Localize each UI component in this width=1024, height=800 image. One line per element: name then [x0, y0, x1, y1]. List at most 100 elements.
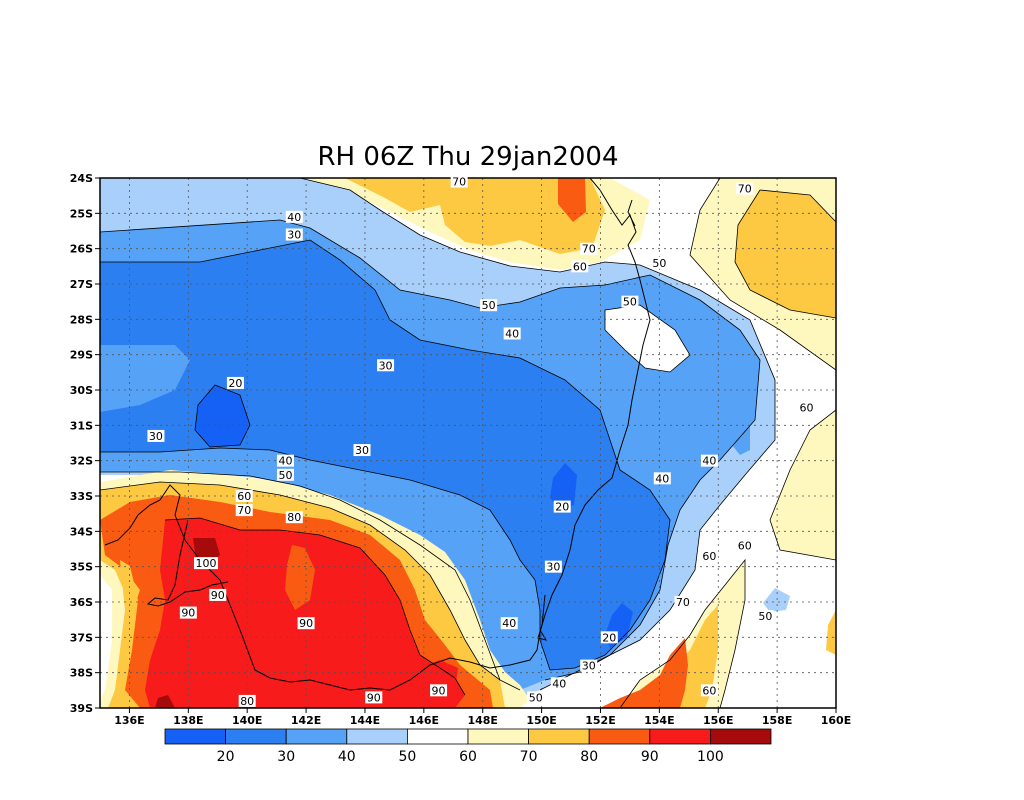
colorbar-label: 60: [459, 749, 477, 765]
lat-tick-label: 24S: [70, 172, 93, 185]
coastline: [146, 519, 229, 607]
colorbar-swatch: [225, 728, 287, 745]
contour-label-bg: [736, 182, 754, 195]
contour-label-bg: [209, 588, 227, 601]
colorbar-swatch: [346, 728, 408, 745]
contour-label-bg: [193, 557, 218, 570]
contour-label-bg: [700, 684, 718, 697]
contour-label-bg: [553, 500, 571, 513]
lon-tick-label: 152E: [585, 714, 615, 727]
contour-line: [164, 517, 466, 696]
contour-label-bg: [430, 684, 448, 697]
contour-label: 60: [738, 539, 752, 552]
contour-label-bg: [147, 429, 165, 442]
contour-label: 80: [287, 511, 301, 524]
contour-line: [100, 239, 671, 671]
contour-label: 60: [237, 490, 251, 503]
contour-label-bg: [235, 490, 253, 502]
contour-label: 90: [432, 684, 446, 697]
colorbar-swatch: [164, 728, 226, 745]
contour-label: 70: [237, 504, 251, 517]
plot-frame: [99, 177, 837, 709]
contour-label: 30: [149, 430, 163, 443]
contour-label: 60: [800, 402, 814, 415]
contour-label-bg: [500, 617, 518, 630]
coastline: [104, 178, 651, 691]
contour-label-bg: [621, 295, 639, 308]
contour-line: [619, 558, 746, 708]
contour-label-bg: [276, 468, 294, 481]
contour-label: 40: [552, 677, 566, 690]
contour-label: 90: [367, 691, 381, 704]
lon-axis: 136E 138E 140E 142E 144E 146E 148E 150E 152E 154E…: [114, 708, 851, 727]
band-20-central: [550, 463, 577, 510]
contour-label: 60: [702, 550, 716, 563]
map-title: RH 06Z Thu 29jan2004: [317, 142, 618, 172]
band-70-gulf: [115, 560, 138, 700]
contour-label: 30: [287, 229, 301, 242]
contour-label-bg: [756, 610, 774, 623]
contour-label: 40: [702, 455, 716, 468]
contour-label: 20: [555, 501, 569, 514]
contour-label-bg: [700, 550, 718, 563]
lon-tick-label: 144E: [350, 714, 380, 727]
colorbar-label: 70: [520, 749, 538, 765]
contour-label: 60: [573, 260, 587, 273]
colorbar-swatch: [649, 728, 711, 745]
colorbar-label: 20: [217, 749, 235, 765]
contour-label-bg: [226, 376, 244, 389]
lat-tick-label: 38S: [70, 667, 93, 680]
colorbar: [164, 728, 772, 745]
contour-label: 70: [582, 243, 596, 256]
contour-label-bg: [550, 677, 568, 690]
contour-label: 90: [181, 607, 195, 620]
colorbar-label: 90: [641, 749, 659, 765]
contour-label-bg: [674, 596, 692, 608]
contour-label-bg: [450, 175, 468, 188]
contour-label: 70: [738, 183, 752, 196]
contour-label-bg: [527, 691, 545, 704]
band-80-se: [635, 605, 718, 708]
lon-tick-label: 146E: [409, 714, 439, 727]
contour-label-bg: [503, 327, 521, 340]
contour-label-bg: [297, 617, 315, 630]
contour-label-bg: [544, 560, 562, 573]
band-90-se: [600, 638, 688, 708]
contour-label: 50: [529, 691, 543, 704]
contour-label-bg: [285, 210, 303, 223]
contour-label: 40: [502, 617, 516, 630]
lat-lon-grid: [100, 178, 836, 708]
lat-tick-label: 32S: [70, 455, 93, 468]
contour-label-bg: [285, 511, 303, 524]
contour-label-bg: [650, 256, 668, 269]
contour-label-bg: [600, 631, 618, 644]
contour-label-bg: [571, 260, 589, 273]
colorbar-swatch: [710, 728, 772, 745]
contour-label-bg: [700, 454, 718, 467]
contour-label-bg: [179, 606, 197, 619]
colorbar-label: 30: [277, 749, 295, 765]
colorbar-label: 50: [398, 749, 416, 765]
contour-label: 70: [676, 596, 690, 609]
contour-label: 40: [287, 211, 301, 224]
band-60-east: [605, 305, 690, 372]
colorbar-swatch: [588, 728, 651, 745]
lon-tick-label: 150E: [526, 714, 556, 727]
contour-label-bg: [798, 401, 816, 414]
colorbar-label: 80: [580, 749, 598, 765]
contour-label-bg: [580, 242, 598, 255]
band-50-east-small: [763, 588, 790, 612]
contour-line: [100, 471, 521, 691]
contour-label: 30: [546, 561, 560, 574]
lat-tick-label: 25S: [70, 207, 93, 220]
contour-line: [689, 178, 836, 371]
lon-tick-label: 140E: [232, 714, 262, 727]
contour-line: [100, 447, 551, 671]
contour-line: [194, 384, 251, 448]
lat-tick-label: 27S: [70, 278, 93, 291]
lat-tick-label: 36S: [70, 596, 93, 609]
lon-tick-label: 160E: [821, 714, 851, 727]
lat-tick-label: 29S: [70, 349, 93, 362]
